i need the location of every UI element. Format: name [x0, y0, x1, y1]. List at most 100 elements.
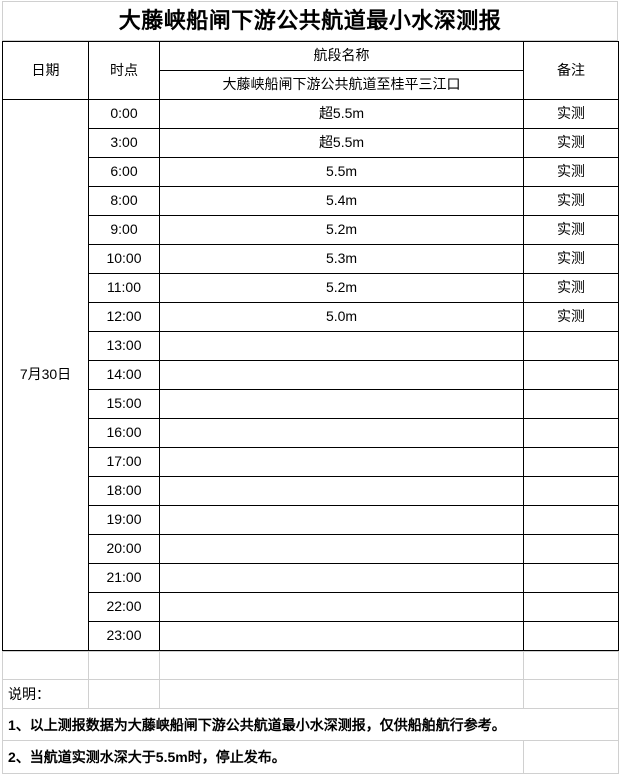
remark-cell: [523, 621, 619, 651]
notes-label-cell-2: [88, 679, 160, 709]
depth-cell: [159, 331, 524, 361]
note-row-2: 2、当航道实测水深大于5.5m时，停止发布。: [2, 740, 619, 774]
document-title-row: 大藤峡船闸下游公共航道最小水深测报: [2, 1, 618, 41]
remark-cell: [523, 331, 619, 361]
depth-cell: [159, 505, 524, 535]
depth-cell: [159, 389, 524, 419]
time-cell: 23:00: [88, 621, 160, 651]
depth-cell: 5.3m: [159, 244, 524, 274]
remark-cell: [523, 418, 619, 448]
notes-label-cell-3: [159, 679, 524, 709]
notes-table: 说明： 1、以上测报数据为大藤峡船闸下游公共航道最小水深测报，仅供船舶航行参考。…: [2, 651, 619, 774]
table-row: 21:00: [3, 563, 619, 593]
note-text-2: 2、当航道实测水深大于5.5m时，停止发布。: [2, 740, 524, 774]
time-cell: 10:00: [88, 244, 160, 274]
depth-cell: 5.2m: [159, 215, 524, 245]
remark-cell: [523, 476, 619, 506]
depth-cell: 5.5m: [159, 157, 524, 187]
table-row: 3:00 超5.5m 实测: [3, 128, 619, 158]
table-row: 13:00: [3, 331, 619, 361]
column-header-time: 时点: [88, 41, 160, 100]
time-cell: 20:00: [88, 534, 160, 564]
water-depth-table: 日期 时点 航段名称 备注 大藤峡船闸下游公共航道至桂平三江口 7月30日 0:0…: [2, 41, 619, 651]
time-cell: 14:00: [88, 360, 160, 390]
table-row: 22:00: [3, 592, 619, 622]
column-header-section-group: 航段名称: [159, 41, 524, 71]
time-cell: 6:00: [88, 157, 160, 187]
remark-cell: 实测: [523, 244, 619, 274]
table-row: 8:00 5.4m 实测: [3, 186, 619, 216]
depth-cell: 5.4m: [159, 186, 524, 216]
column-header-section-name: 大藤峡船闸下游公共航道至桂平三江口: [159, 70, 524, 100]
table-row: 15:00: [3, 389, 619, 419]
notes-blank-cell-2: [88, 651, 160, 680]
notes-blank-row: [2, 651, 619, 680]
note-text-1: 1、以上测报数据为大藤峡船闸下游公共航道最小水深测报，仅供船舶航行参考。: [2, 708, 619, 741]
table-row: 7月30日 0:00 超5.5m 实测: [2, 99, 619, 651]
remark-cell: [523, 563, 619, 593]
depth-cell: [159, 360, 524, 390]
remark-cell: [523, 534, 619, 564]
depth-cell: [159, 447, 524, 477]
notes-label: 说明：: [2, 679, 89, 709]
time-cell: 18:00: [88, 476, 160, 506]
remark-cell: [523, 360, 619, 390]
depth-cell: [159, 418, 524, 448]
notes-label-cell-4: [523, 679, 619, 709]
remark-cell: [523, 447, 619, 477]
remark-cell: 实测: [523, 273, 619, 303]
notes-label-row: 说明：: [2, 679, 619, 709]
table-row: 9:00 5.2m 实测: [3, 215, 619, 245]
table-row: 6:00 5.5m 实测: [3, 157, 619, 187]
table-row: 23:00: [3, 621, 619, 651]
table-header: 日期 时点 航段名称 备注 大藤峡船闸下游公共航道至桂平三江口: [2, 41, 619, 100]
remark-cell: [523, 389, 619, 419]
depth-cell: 5.0m: [159, 302, 524, 332]
notes-blank-cell-3: [159, 651, 524, 680]
depth-cell: [159, 534, 524, 564]
time-cell: 12:00: [88, 302, 160, 332]
note-row-2-trailing-cell: [523, 740, 619, 774]
column-header-remark: 备注: [523, 41, 619, 100]
time-cell: 9:00: [88, 215, 160, 245]
depth-cell: [159, 621, 524, 651]
time-cell: 21:00: [88, 563, 160, 593]
time-cell: 17:00: [88, 447, 160, 477]
table-row: 14:00: [3, 360, 619, 390]
table-row: 16:00: [3, 418, 619, 448]
time-cell: 8:00: [88, 186, 160, 216]
depth-cell: 超5.5m: [159, 128, 524, 158]
notes-blank-cell-4: [523, 651, 619, 680]
header-row-top: 日期 时点 航段名称 备注: [2, 41, 619, 100]
remark-cell: 实测: [523, 186, 619, 216]
note-row-1: 1、以上测报数据为大藤峡船闸下游公共航道最小水深测报，仅供船舶航行参考。: [2, 708, 619, 741]
remark-cell: [523, 592, 619, 622]
remark-cell: [523, 505, 619, 535]
time-cell: 13:00: [88, 331, 160, 361]
depth-cell: 5.2m: [159, 273, 524, 303]
table-row: 11:00 5.2m 实测: [3, 273, 619, 303]
table-row: 18:00: [3, 476, 619, 506]
table-body: 7月30日 0:00 超5.5m 实测 3:00 超5.5m 实测 6:00 5.5m 实测 8:0…: [2, 99, 619, 651]
table-row: 20:00: [3, 534, 619, 564]
remark-cell: 实测: [523, 215, 619, 245]
depth-cell: 超5.5m: [159, 99, 524, 129]
column-header-date: 日期: [2, 41, 89, 100]
time-cell: 19:00: [88, 505, 160, 535]
remark-cell: 实测: [523, 302, 619, 332]
time-cell: 22:00: [88, 592, 160, 622]
table-row: 17:00: [3, 447, 619, 477]
remark-cell: 实测: [523, 128, 619, 158]
remark-cell: 实测: [523, 157, 619, 187]
date-cell: 7月30日: [2, 99, 89, 651]
depth-cell: [159, 592, 524, 622]
header-row-bottom: 大藤峡船闸下游公共航道至桂平三江口: [3, 70, 619, 100]
depth-cell: [159, 563, 524, 593]
time-cell: 16:00: [88, 418, 160, 448]
remark-cell: 实测: [523, 99, 619, 129]
notes-blank-cell-1: [2, 651, 89, 680]
table-row: 19:00: [3, 505, 619, 535]
table-row: 10:00 5.3m 实测: [3, 244, 619, 274]
table-row: 12:00 5.0m 实测: [3, 302, 619, 332]
